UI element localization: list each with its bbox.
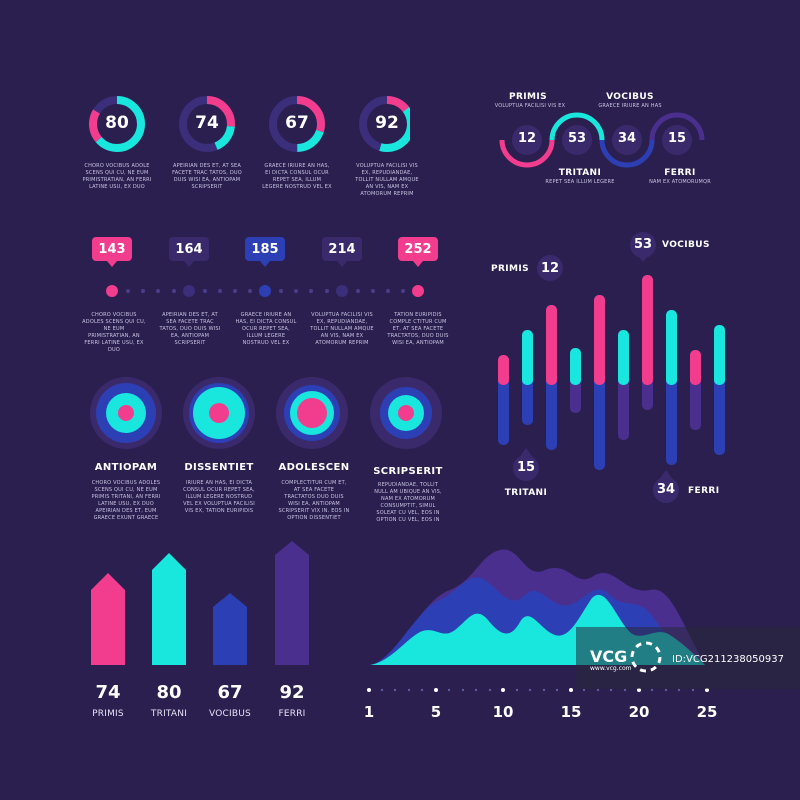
pin-4-value: 214 (328, 242, 356, 257)
wave-value-2: 53 (567, 131, 587, 146)
wave-title-primis: PRIMIS (508, 92, 548, 102)
watermark-brand: VCG (590, 647, 628, 666)
bar-callout-label-ferri: FERRI (688, 486, 720, 496)
bar-callout-value-primis: 12 (540, 261, 560, 276)
wave-value-1: 12 (517, 131, 537, 146)
watermark-banner: VCG www.vcg.com ID:VCG211238050937 (576, 627, 800, 689)
arrow-3-label: VOCIBUS (209, 709, 251, 719)
wave-value-3: 34 (617, 131, 637, 146)
target-2-title: DISSENTIET (184, 462, 254, 473)
target-4-text: REPUDIANDAE, TOLLIT NULL AM UBIQUE AN VI… (374, 482, 442, 523)
target-1-text: CHORO VOCIBUS ADOLES SCENS QUI CU, NE EU… (91, 480, 161, 521)
target-3-title: ADOLESCEN (278, 462, 350, 473)
donut-1-text: CHORO VOCIBUS ADOLE SCENS QUI CU, NE EUM… (82, 163, 152, 190)
donut-1-value: 80 (105, 113, 129, 133)
arrow-bars-svg (91, 541, 309, 665)
bar-callout-value-vocibus: 53 (633, 237, 653, 252)
arrow-bar-ferri (275, 541, 309, 665)
arrow-3-value: 67 (217, 682, 243, 703)
area-tick-10: 10 (492, 703, 514, 721)
timeline-pins (92, 237, 438, 267)
target-3 (276, 377, 348, 449)
timeline-dots (106, 285, 424, 297)
bar-callout-value-ferri: 34 (656, 482, 676, 497)
timeline-text-4: VOLUPTUA FACILISI VIS EX, REPUDIANDAE, T… (310, 312, 374, 346)
pin-2-value: 164 (175, 242, 203, 257)
arrow-2-value: 80 (156, 682, 182, 703)
target-3-text: COMPLECTITUR CUM ET, AT SEA FACETE TRACT… (278, 480, 350, 521)
target-4-title: SCRIPSERIT (373, 466, 443, 477)
donut-3-value: 67 (285, 113, 309, 133)
timeline-svg (92, 237, 438, 297)
donut-3 (269, 96, 325, 152)
target-1 (90, 377, 162, 449)
wave-title-ferri: FERRI (664, 168, 696, 178)
arrow-4-value: 92 (279, 682, 305, 703)
donut-2 (179, 96, 235, 152)
wave-svg (499, 112, 705, 168)
area-axis-dots (367, 688, 709, 692)
arrow-1-label: PRIMIS (92, 709, 124, 719)
target-2-text: IRIURE AN HAS, EI DICTA CONSUL OCUR REPE… (183, 480, 255, 514)
target-1-title: ANTIOPAM (94, 462, 158, 473)
watermark-id: ID:VCG211238050937 (672, 654, 784, 665)
wave-title-vocibus: VOCIBUS (606, 92, 654, 102)
target-2 (183, 377, 255, 449)
donut-1 (89, 96, 145, 152)
targets-svg (90, 377, 442, 449)
donut-4-text: VOLUPTUA FACILISI VIS EX, REPUDIANDAE, T… (355, 163, 419, 197)
donut-svg (89, 96, 410, 152)
pin-1-value: 143 (98, 242, 126, 257)
bar-callout-label-primis: PRIMIS (490, 264, 530, 274)
timeline-text-5: TATION EURIPIDIS COMPLE CTITUR CUM ET, A… (387, 312, 449, 346)
bar-callout-markers (513, 232, 679, 503)
arrow-4-label: FERRI (278, 709, 306, 719)
target-4 (370, 377, 442, 449)
donut-2-text: APEIRIAN DES ET, AT SEA FACETE TRAC TATO… (172, 163, 242, 190)
wave-sub-ferri: NAM EX ATOMORUMQR (649, 179, 711, 185)
wave-sub-primis: VOLUPTUA FACILISI VIS EX (494, 103, 566, 109)
area-tick-25: 25 (696, 703, 718, 721)
timeline-text-1: CHORO VOCIBUS ADOLES SCENS QUI CU, NE EU… (82, 312, 146, 353)
donut-2-value: 74 (195, 113, 219, 133)
bar-callout-label-vocibus: VOCIBUS (662, 240, 710, 250)
wave-sub-tritani: REPET SEA ILLUM LEGERE (545, 179, 615, 185)
arrow-2-label: TRITANI (150, 709, 188, 719)
timeline-text-3: GRAECE IRIURE AN HAS, EI DICTA CONSUL OC… (235, 312, 297, 346)
arrow-bar-vocibus (213, 593, 247, 665)
pin-3-value: 185 (251, 242, 279, 257)
bar-callout-label-tritani: TRITANI (504, 488, 548, 498)
bar-callout-value-tritani: 15 (516, 460, 536, 475)
arrow-bar-primis (91, 573, 125, 665)
watermark-site: www.vcg.com (590, 665, 632, 672)
wave-title-tritani: TRITANI (558, 168, 602, 178)
area-tick-20: 20 (628, 703, 650, 721)
watermark-logo-icon (630, 641, 662, 673)
arrow-1-value: 74 (95, 682, 121, 703)
pin-5-value: 252 (404, 242, 432, 257)
donut-4-value: 92 (375, 113, 399, 133)
area-tick-1: 1 (363, 703, 375, 721)
timeline-text-2: APEIRIAN DES ET, AT SEA FACETE TRAC TATO… (159, 312, 221, 346)
arrow-bar-tritani (152, 553, 186, 665)
wave-sub-vocibus: GRAECE IRIURE AN HAS (598, 103, 662, 109)
bar-chart-svg (498, 232, 725, 503)
donut-3-text: GRAECE IRIURE AN HAS, EI DICTA CONSUL OC… (262, 163, 332, 190)
donut-4 (359, 96, 410, 152)
wave-value-4: 15 (667, 131, 687, 146)
bars (498, 275, 725, 470)
area-tick-15: 15 (560, 703, 582, 721)
area-tick-5: 5 (430, 703, 442, 721)
